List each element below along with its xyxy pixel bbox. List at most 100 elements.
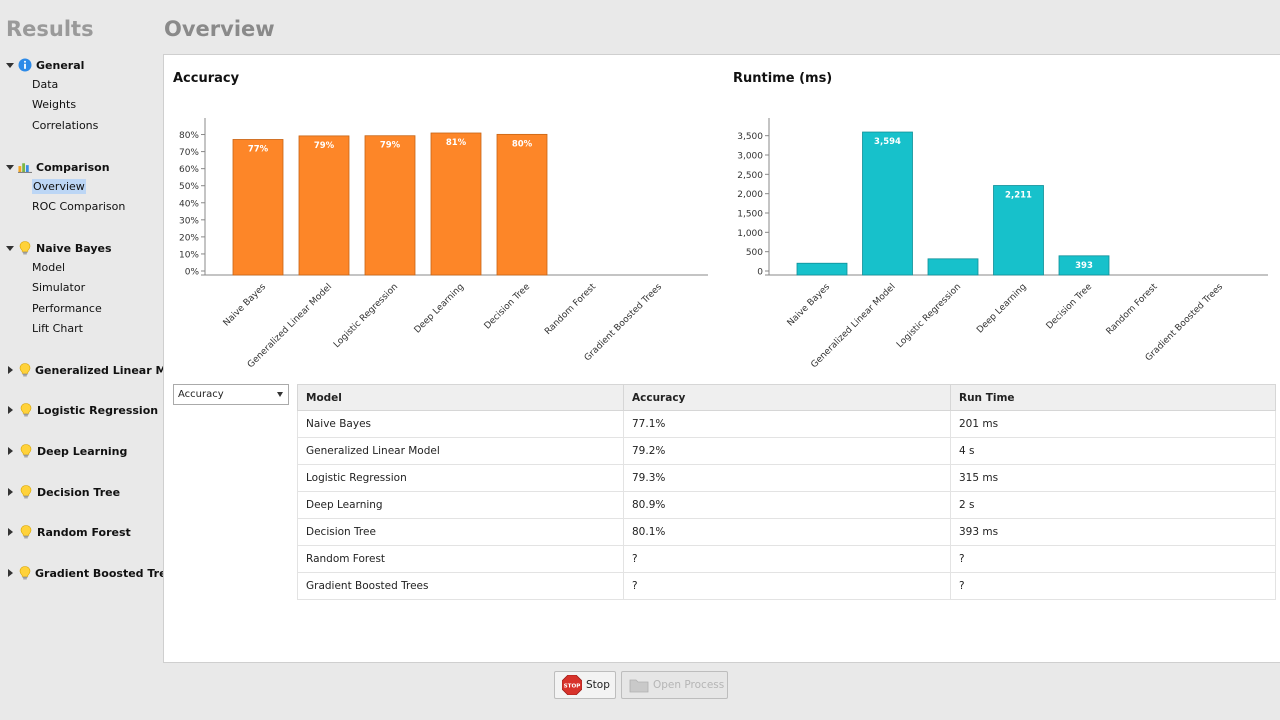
cell-run-time: 4 s: [950, 437, 1276, 465]
metric-select[interactable]: Accuracy: [173, 384, 289, 405]
cell-run-time: ?: [950, 545, 1276, 573]
stop-button[interactable]: STOP Stop: [554, 671, 616, 699]
collapsed-triangle-icon[interactable]: [8, 366, 13, 374]
sidebar-group-header[interactable]: Decision Tree: [0, 482, 163, 502]
data-label: 2,211: [1005, 191, 1032, 201]
sidebar-group-header[interactable]: Logistic Regression: [0, 400, 163, 420]
data-label: 79%: [380, 141, 401, 151]
sidebar-item-data[interactable]: Data: [0, 75, 163, 95]
column-header-run-time[interactable]: Run Time: [950, 384, 1276, 411]
cell-accuracy: ?: [623, 572, 951, 600]
cell-model: Deep Learning: [297, 491, 624, 519]
sidebar-group-header[interactable]: Gradient Boosted Trees: [0, 563, 181, 583]
table-header-row: Model Accuracy Run Time: [297, 384, 1276, 411]
sidebar-group-naive-bayes: Naive Bayes Model Simulator Performance Lift…: [0, 238, 163, 340]
open-process-button-label: Open Process: [653, 679, 725, 691]
expanded-triangle-icon[interactable]: [6, 164, 14, 170]
collapsed-triangle-icon[interactable]: [8, 488, 13, 496]
lightbulb-icon: [19, 403, 33, 417]
info-icon: [18, 58, 32, 72]
y-tick-label: 20%: [179, 233, 199, 243]
y-tick-label: 70%: [179, 148, 199, 158]
y-tick-label: 0%: [185, 268, 200, 278]
collapsed-triangle-icon[interactable]: [8, 406, 13, 414]
sidebar-group-logistic-regression: Logistic Regression: [0, 400, 163, 420]
accuracy-chart-title: Accuracy: [173, 71, 240, 86]
bar[interactable]: [430, 132, 482, 276]
y-tick-label: 3,500: [737, 132, 763, 142]
sidebar-item-overview[interactable]: Overview: [0, 177, 163, 197]
sidebar-group-header[interactable]: General: [0, 55, 163, 75]
sidebar-group-header[interactable]: Random Forest: [0, 522, 163, 542]
lightbulb-icon: [19, 485, 33, 499]
sidebar-item-model[interactable]: Model: [0, 258, 163, 278]
bar[interactable]: [862, 131, 913, 276]
sidebar-item-lift-chart[interactable]: Lift Chart: [0, 319, 163, 339]
collapsed-triangle-icon[interactable]: [8, 569, 13, 577]
data-label: 77%: [248, 144, 269, 154]
sidebar-group-header[interactable]: Deep Learning: [0, 441, 163, 461]
collapsed-triangle-icon[interactable]: [8, 528, 13, 536]
data-label: 81%: [446, 138, 467, 148]
stop-sign-icon-text: STOP: [564, 684, 581, 690]
sidebar: Results General Data Weights Correlations Co…: [0, 0, 193, 720]
bar[interactable]: [364, 135, 416, 276]
table-row[interactable]: Naive Bayes 77.1% 201 ms: [297, 410, 1276, 438]
cell-model: Naive Bayes: [297, 410, 624, 438]
bar[interactable]: [927, 258, 979, 276]
table-row[interactable]: Decision Tree 80.1% 393 ms: [297, 518, 1276, 546]
sidebar-item-label: Performance: [32, 301, 102, 315]
open-process-button[interactable]: Open Process: [621, 671, 728, 699]
sidebar-group-generalized-linear-model: Generalized Linear Model: [0, 360, 193, 380]
bar[interactable]: [796, 262, 848, 276]
y-tick-label: 2,500: [737, 171, 763, 181]
cell-model: Generalized Linear Model: [297, 437, 624, 465]
column-header-accuracy[interactable]: Accuracy: [623, 384, 951, 411]
results-table: Model Accuracy Run Time Naive Bayes 77.1%…: [297, 384, 1276, 600]
y-tick-label: 500: [746, 248, 763, 258]
cell-accuracy: 80.9%: [623, 491, 951, 519]
sidebar-item-roc-comparison[interactable]: ROC Comparison: [0, 197, 163, 217]
main-panel: Accuracy 0% 10% 20% 30% 40% 50% 60% 70% 80% 77% Na…: [163, 54, 1280, 663]
table-row[interactable]: Random Forest??: [297, 545, 1276, 573]
sidebar-group-label: Logistic Regression: [37, 403, 159, 417]
data-label: 79%: [314, 141, 335, 151]
bar[interactable]: [496, 133, 548, 276]
results-title: Results: [6, 17, 94, 41]
column-header-model[interactable]: Model: [297, 384, 624, 411]
expanded-triangle-icon[interactable]: [6, 245, 14, 251]
cell-model: Gradient Boosted Trees: [297, 572, 624, 600]
sidebar-item-label: ROC Comparison: [32, 200, 126, 214]
sidebar-item-simulator[interactable]: Simulator: [0, 278, 163, 298]
table-row[interactable]: Logistic Regression 79.3% 315 ms: [297, 464, 1276, 492]
table-row[interactable]: Gradient Boosted Trees??: [297, 572, 1276, 600]
sidebar-item-performance[interactable]: Performance: [0, 299, 163, 319]
bar[interactable]: [1058, 255, 1110, 276]
x-tick-label: Random Forest: [543, 282, 598, 337]
sidebar-item-weights[interactable]: Weights: [0, 95, 163, 115]
bar[interactable]: [298, 135, 350, 276]
expanded-triangle-icon[interactable]: [6, 62, 14, 68]
sidebar-group-header[interactable]: Generalized Linear Model: [0, 360, 193, 380]
x-tick-label: Gradient Boosted Trees: [583, 282, 665, 364]
x-tick-label: Logistic Regression: [332, 282, 400, 350]
table-row[interactable]: Deep Learning 80.9% 2 s: [297, 491, 1276, 519]
bar[interactable]: [993, 185, 1044, 276]
collapsed-triangle-icon[interactable]: [8, 447, 13, 455]
data-label: 80%: [512, 139, 533, 149]
cell-run-time: 201 ms: [950, 410, 1276, 438]
x-tick-label: Random Forest: [1105, 282, 1160, 337]
sidebar-item-correlations[interactable]: Correlations: [0, 116, 163, 136]
y-tick-label: 2,000: [737, 190, 763, 200]
sidebar-group-header[interactable]: Comparison: [0, 157, 163, 177]
sidebar-item-label: Lift Chart: [32, 322, 83, 336]
page-title: Overview: [164, 17, 275, 41]
sidebar-group-header[interactable]: Naive Bayes: [0, 238, 163, 258]
sidebar-item-label: Correlations: [32, 118, 99, 132]
comparison-chart-icon: [18, 160, 32, 174]
table-row[interactable]: Generalized Linear Model 79.2% 4 s: [297, 437, 1276, 465]
sidebar-item-label: Model: [32, 261, 66, 274]
bar[interactable]: [232, 139, 284, 276]
y-tick-label: 60%: [179, 165, 199, 175]
lightbulb-icon: [19, 566, 31, 580]
